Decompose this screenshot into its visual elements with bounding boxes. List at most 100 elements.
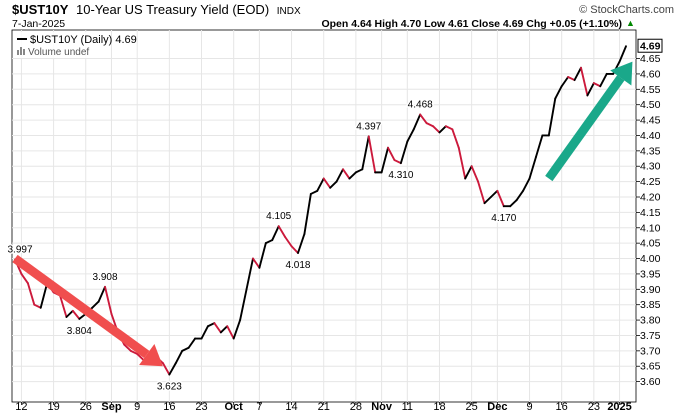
series-segment — [451, 128, 460, 149]
y-tick-label: 4.30 — [640, 161, 661, 173]
y-tick-label: 4.50 — [640, 99, 661, 111]
series-segment — [316, 177, 325, 192]
series-segment — [136, 352, 145, 362]
series-segment — [419, 113, 428, 125]
value-annotation: 3.623 — [157, 382, 182, 393]
chart-header: $UST10Y 10-Year US Treasury Yield (EOD) … — [12, 2, 301, 17]
y-tick-label: 4.10 — [640, 222, 661, 234]
x-tick-label: Sep — [101, 401, 121, 413]
x-tick-label: 23 — [588, 401, 600, 413]
symbol: $UST10Y — [12, 2, 69, 17]
series-segment — [489, 189, 499, 198]
y-tick-label: 4.35 — [640, 145, 661, 157]
x-tick-label: 12 — [15, 401, 27, 413]
instrument-name: 10-Year US Treasury Yield (EOD) — [76, 2, 269, 17]
series-segment — [567, 76, 576, 82]
series-segment — [393, 159, 402, 165]
series-segment — [367, 135, 377, 174]
series-segment — [226, 325, 235, 340]
value-annotation: 3.997 — [7, 244, 32, 255]
series-segment — [309, 189, 319, 195]
y-tick-label: 4.40 — [640, 130, 661, 142]
y-tick-label: 4.55 — [640, 84, 661, 96]
value-annotation: 4.105 — [266, 211, 291, 222]
series-segment — [348, 171, 357, 180]
y-tick-label: 4.65 — [640, 53, 661, 65]
value-annotation: 3.804 — [67, 326, 92, 337]
series-segment — [181, 346, 190, 352]
x-tick-label: 26 — [80, 401, 92, 413]
series-segment — [618, 45, 627, 63]
y-tick-label: 3.60 — [640, 376, 661, 388]
series-segment — [264, 239, 274, 245]
series-segment — [560, 76, 570, 88]
series-segment — [200, 325, 209, 340]
series-segment — [464, 165, 473, 180]
series-segment — [258, 242, 267, 269]
series-segment — [432, 125, 441, 134]
series-segment — [161, 362, 171, 376]
series-segment — [477, 180, 486, 205]
series-segment — [470, 165, 480, 183]
price-series — [14, 45, 627, 376]
y-tick-label: 4.05 — [640, 238, 661, 250]
series-segment — [515, 189, 525, 202]
x-tick-label: 14 — [285, 401, 297, 413]
value-annotation: 4.397 — [356, 121, 381, 132]
x-tick-label: 7 — [256, 401, 262, 413]
x-tick-label: 2025 — [607, 401, 631, 413]
series-segment — [129, 349, 139, 355]
series-segment — [554, 85, 563, 100]
chart-date: 7-Jan-2025 — [12, 18, 65, 30]
series-segment — [277, 225, 287, 238]
series-segment — [483, 196, 492, 205]
x-tick-label: 18 — [433, 401, 445, 413]
series-segment — [123, 343, 132, 352]
value-annotation: 4.310 — [388, 170, 413, 181]
y-tick-label: 4.15 — [640, 207, 661, 219]
series-segment — [522, 177, 531, 192]
series-segment — [174, 349, 184, 365]
series-segment — [586, 82, 595, 97]
series-segment — [342, 168, 351, 180]
trend-arrow-head — [610, 61, 633, 86]
y-tick-label: 4.00 — [640, 253, 661, 265]
y-tick-label: 4.60 — [640, 68, 661, 80]
series-segment — [387, 146, 396, 162]
series-segment — [97, 285, 106, 303]
trend-arrow-shaft — [12, 254, 150, 359]
y-axis: 3.60 3.65 3.70 3.75 3.80 3.85 3.90 3.95 4.00 4.05… — [636, 38, 663, 388]
series-segment — [322, 177, 332, 189]
series-segment — [232, 319, 242, 340]
series-segment — [59, 294, 68, 318]
series-segment — [20, 272, 29, 285]
series-segment — [26, 282, 36, 306]
y-tick-label: 3.95 — [640, 268, 661, 280]
series-segment — [104, 285, 113, 315]
y-tick-label: 3.80 — [640, 315, 661, 327]
watermark: © StockCharts.com — [579, 4, 674, 16]
series-segment — [284, 236, 293, 248]
series-segment — [457, 146, 467, 180]
legend-volume: Volume undef — [28, 47, 89, 58]
last-value-box — [637, 38, 663, 53]
series-segment — [290, 245, 299, 254]
y-tick-label: 4.25 — [640, 176, 661, 188]
trend-arrow-head — [139, 343, 163, 367]
grid — [12, 30, 636, 402]
x-tick-label: 9 — [526, 401, 532, 413]
series-segment — [187, 337, 197, 349]
series-segment — [580, 66, 589, 97]
x-tick-label: 11 — [402, 401, 413, 413]
y-tick-label: 3.65 — [640, 361, 661, 373]
series-segment — [573, 66, 582, 82]
series-segment — [412, 113, 422, 131]
x-tick-label: 23 — [195, 401, 207, 413]
series-segment — [39, 282, 49, 309]
annotations: 3.997 3.804 3.908 3.623 4.105 4.018 4.397 4.310… — [6, 98, 518, 394]
series-segment — [380, 146, 389, 174]
series-segment — [509, 199, 518, 208]
x-tick-label: 21 — [318, 401, 330, 413]
last-value-label: 4.69 — [640, 41, 661, 53]
